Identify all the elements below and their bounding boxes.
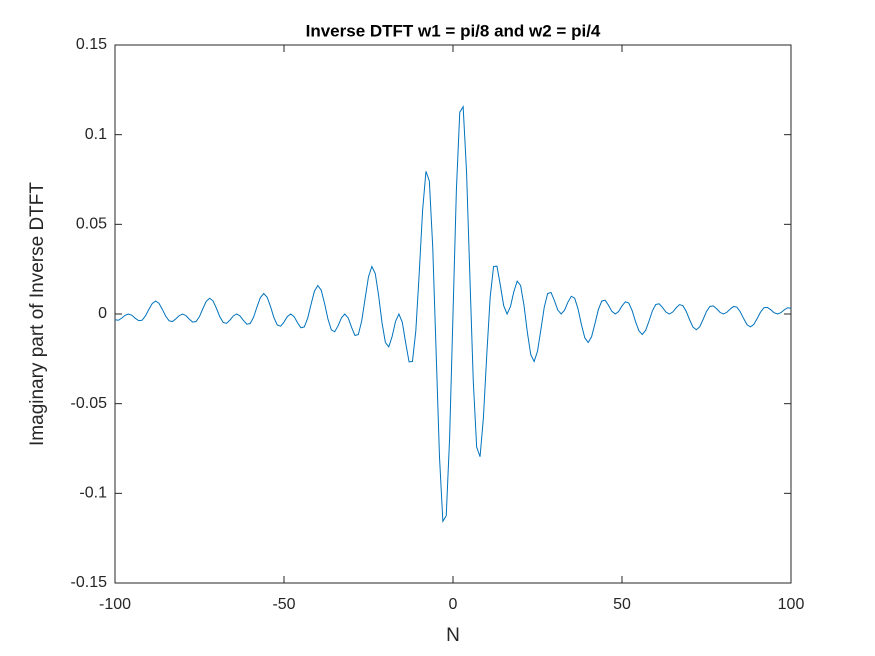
x-axis-label: N <box>446 625 460 646</box>
y-tick-label: 0.05 <box>76 216 107 233</box>
y-axis-label: Imaginary part of Inverse DTFT <box>27 182 48 446</box>
x-tick-label: -50 <box>272 596 295 613</box>
y-tick-label: -0.1 <box>79 485 107 502</box>
y-tick-label: 0.1 <box>85 126 107 143</box>
data-line <box>114 105 792 523</box>
y-tick-label: -0.15 <box>71 574 108 591</box>
x-tick-label: -100 <box>99 596 131 613</box>
x-tick-label: 100 <box>778 596 805 613</box>
axes-box <box>114 44 792 584</box>
chart-title: Inverse DTFT w1 = pi/8 and w2 = pi/4 <box>306 21 601 40</box>
y-tick-label: -0.05 <box>71 395 108 412</box>
x-tick-label: 0 <box>449 596 458 613</box>
y-tick-label: 0 <box>98 305 107 322</box>
x-tick-label: 50 <box>613 596 631 613</box>
y-tick-label: 0.15 <box>76 36 107 53</box>
